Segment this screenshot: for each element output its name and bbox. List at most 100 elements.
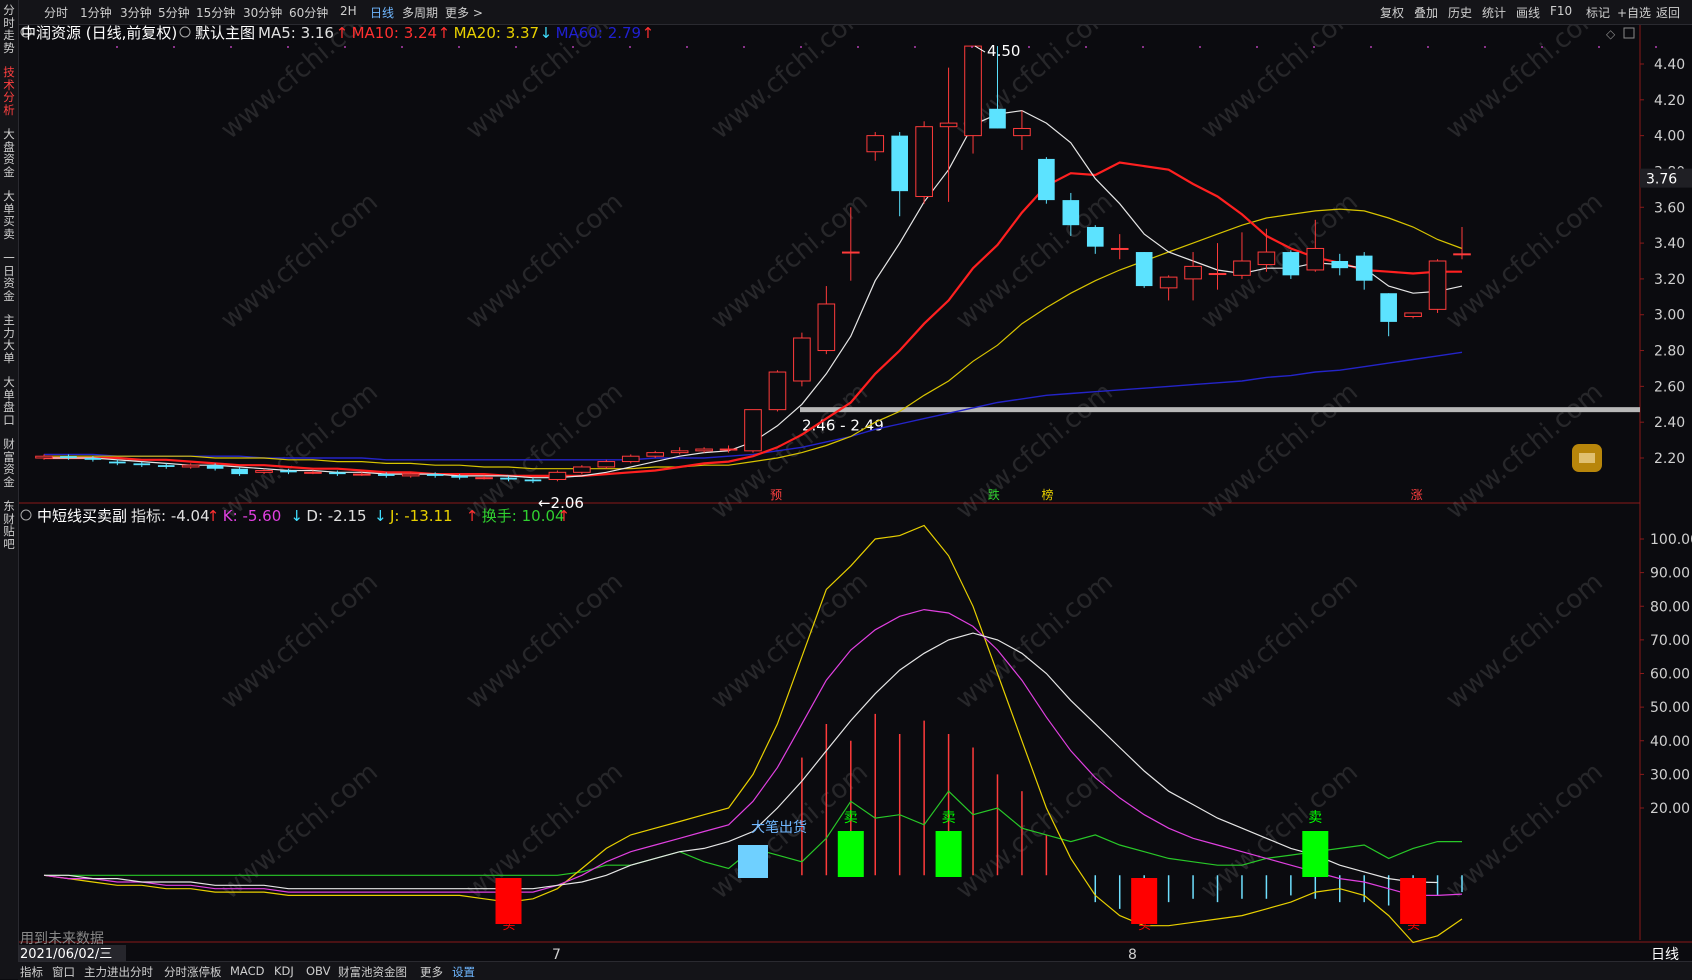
toolbar-button-0[interactable]: 复权	[1380, 6, 1405, 20]
candle-body	[1208, 273, 1227, 276]
period-tab-3[interactable]: 5分钟	[158, 6, 190, 20]
bottom-tab-9[interactable]: 设置	[452, 965, 475, 979]
candle	[1184, 252, 1202, 301]
candle-body	[695, 448, 713, 452]
bottom-tab-1[interactable]: 窗口	[52, 965, 75, 979]
period-tab-6[interactable]: 60分钟	[289, 6, 329, 20]
ind-legend-3: J: -13.11	[389, 507, 453, 525]
period-tab-5[interactable]: 30分钟	[243, 6, 283, 20]
toolbar-button-7[interactable]: +自选	[1617, 6, 1652, 20]
ind-legend-0: 指标: -4.04	[131, 507, 210, 525]
candle	[181, 463, 200, 469]
bottom-tab-5[interactable]: KDJ	[274, 964, 294, 978]
ma-arrow-2: ↓	[540, 24, 553, 42]
candle-body	[1453, 253, 1471, 256]
candle	[84, 456, 102, 462]
signal-buy: 买	[495, 878, 522, 933]
bottom-tab-3[interactable]: 分时涨停板	[164, 965, 222, 979]
date-label: 2021/06/02/三	[20, 947, 112, 962]
candle	[621, 454, 640, 464]
dragon-tiger-button[interactable]	[1572, 444, 1602, 472]
period-tab-4[interactable]: 15分钟	[196, 6, 236, 20]
period-tab-2[interactable]: 3分钟	[120, 6, 152, 20]
candle-body	[719, 448, 738, 451]
sidebar-tab-5[interactable]: 主力大单	[3, 313, 15, 365]
period-tab-9[interactable]: 多周期	[402, 6, 439, 20]
candle	[1355, 252, 1373, 290]
toolbar-button-4[interactable]: 画线	[1516, 6, 1541, 20]
candle	[548, 470, 567, 482]
top-dot	[116, 46, 118, 48]
bottom-tab-4[interactable]: MACD	[230, 964, 265, 978]
bottom-tab-2[interactable]: 主力进出分时	[84, 965, 153, 979]
candle	[891, 132, 909, 217]
low-label: ←2.06	[538, 494, 584, 512]
period-tab-8[interactable]: 日线	[370, 6, 395, 20]
candle	[695, 447, 713, 453]
candle-body	[915, 126, 933, 198]
bottom-tab-8[interactable]: 更多	[420, 965, 443, 979]
toolbar-button-3[interactable]: 统计	[1482, 6, 1507, 20]
period-tab-10[interactable]: 更多 >	[445, 6, 483, 20]
top-dot	[743, 46, 745, 48]
period-tab-0[interactable]: 分时	[44, 6, 69, 20]
candle	[1110, 234, 1129, 260]
bottom-tab-7[interactable]: 财富池资金图	[338, 965, 407, 979]
sidebar-tab-1[interactable]: 技术分析	[3, 65, 15, 117]
diamond-icon: ◇	[1606, 27, 1616, 41]
candle	[1086, 225, 1104, 254]
signal-sell: 卖	[935, 810, 962, 877]
candle	[329, 470, 346, 476]
sell-signal-block	[1302, 831, 1329, 877]
high-pointer	[974, 45, 986, 53]
candle-body	[329, 472, 346, 475]
price-tick-label: 3.40	[1654, 236, 1685, 252]
bottom-tab-0[interactable]: 指标	[20, 965, 43, 979]
toolbar-button-8[interactable]: 返回	[1656, 6, 1681, 20]
sell-signal-text: 卖	[1308, 810, 1322, 826]
candle-body	[1306, 247, 1325, 271]
period-tab-1[interactable]: 1分钟	[80, 6, 112, 20]
sidebar-tab-7[interactable]: 财富资金	[3, 437, 15, 489]
candle-body	[1184, 265, 1202, 280]
k-line	[43, 608, 1463, 897]
main-title: 中润资源 (日线,前复权)	[21, 24, 177, 42]
toolbar-button-2[interactable]: 历史	[1448, 6, 1473, 20]
candle	[1038, 157, 1055, 204]
future-data-note: 用到未来数据	[20, 931, 104, 947]
toolbar-button-1[interactable]: 叠加	[1414, 6, 1439, 20]
candle-body	[1086, 226, 1104, 247]
sidebar-tab-8[interactable]: 东财贴吧	[3, 499, 15, 551]
period-badge: 日线	[1651, 947, 1679, 963]
sidebar-tab-3[interactable]: 大单买卖	[3, 189, 15, 241]
candle	[426, 472, 444, 478]
event-label: 跌	[988, 487, 1000, 502]
sidebar-tab-2[interactable]: 大盘资金	[3, 127, 15, 179]
candle	[401, 472, 420, 478]
buy-signal-text: 买	[1407, 918, 1420, 933]
ma-legend-3: MA60: 2.79	[556, 24, 642, 42]
candle	[1453, 226, 1471, 260]
sidebar-tab-4[interactable]: 一日资金	[3, 251, 15, 303]
bottom-tab-6[interactable]: OBV	[306, 964, 331, 978]
price-tick-label: 4.00	[1654, 129, 1685, 145]
period-tab-7[interactable]: 2H	[340, 4, 357, 18]
price-tick-label: 2.80	[1654, 344, 1685, 360]
candle-body	[597, 461, 616, 468]
candle	[1062, 192, 1080, 236]
candle	[1404, 312, 1422, 319]
sidebar-tab-0[interactable]: 分时走势	[3, 3, 15, 55]
candle	[597, 459, 616, 469]
indicator-legend: 中短线买卖副 指标: -4.04↑ K: -5.60 ↓ D: -2.15 ↓ J: -13…	[20, 507, 570, 525]
price-tick-label: 2.60	[1654, 379, 1685, 395]
top-dot	[857, 46, 859, 48]
toolbar-button-5[interactable]: F10	[1550, 4, 1573, 18]
sidebar-tab-6[interactable]: 大单盘口	[3, 375, 15, 427]
toolbar-button-6[interactable]: 标记	[1586, 6, 1611, 20]
candle-body	[451, 475, 468, 478]
candle-body	[768, 371, 787, 411]
ind-tick-label: 80.00	[1650, 599, 1690, 615]
gold-button-icon	[1579, 453, 1595, 463]
candle-body	[1257, 251, 1276, 266]
